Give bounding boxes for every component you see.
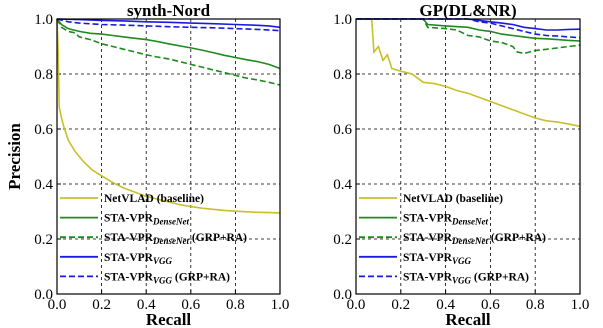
y-tick-label: 1.0 (34, 12, 53, 28)
y-axis-label: Precision (5, 123, 24, 190)
plot-synth-nord: 0.0 0.2 0.4 0.6 0.8 1.0 0.0 0.2 0.4 0.6 0.8 1.0 synt… (5, 1, 289, 328)
x-tick-label: 0.4 (137, 297, 156, 313)
legend-entry-0: NetVLAD (baseline) (403, 193, 503, 205)
x-tick-label: 0.2 (92, 297, 111, 313)
y-tick-label: 0.4 (34, 177, 53, 193)
y-tick-label: 0.2 (333, 232, 352, 248)
x-axis-label: Recall (146, 310, 192, 328)
chart-title: GP(DL&NR) (419, 1, 516, 20)
axes-frame (56, 18, 281, 295)
legend: NetVLAD (baseline) STA-VPRDenseNet STA-VPR… (60, 193, 247, 285)
y-tick-label: 0.0 (34, 287, 53, 303)
x-axis-label: Recall (445, 310, 491, 328)
series-line-2 (56, 18, 281, 86)
x-tick-label: 0.2 (391, 297, 410, 313)
y-tick-label: 0.4 (333, 177, 352, 193)
legend-entry-0: NetVLAD (baseline) (104, 193, 204, 205)
series-line-1 (56, 18, 281, 70)
y-tick-label: 0.2 (34, 232, 53, 248)
chart-title: synth-Nord (127, 1, 211, 20)
legend-entry-2: STA-VPRDenseNet (GRP+RA) (403, 232, 546, 246)
series-line-4 (356, 18, 581, 39)
x-tick-label: 0.0 (347, 297, 366, 313)
legend-entry-2: STA-VPRDenseNet (GRP+RA) (104, 232, 247, 246)
legend: NetVLAD (baseline) STA-VPRDenseNet STA-VPR… (359, 193, 546, 285)
series-line-0 (56, 18, 281, 214)
legend-entry-4: STA-VPRVGG (GRP+RA) (104, 271, 230, 285)
legend-entry-4: STA-VPRVGG (GRP+RA) (403, 271, 529, 285)
plot-gp-dl-nr: 0.0 0.2 0.4 0.6 0.8 1.0 0.0 0.2 0.4 0.6 0.8 1.0 GP(D… (333, 1, 589, 328)
x-tick-label: 1.0 (571, 297, 590, 313)
x-tick-label: 0.4 (436, 297, 455, 313)
x-tick-label: 0.6 (181, 297, 200, 313)
x-tick-label: 0.8 (526, 297, 545, 313)
x-tick-label: 0.0 (48, 297, 67, 313)
y-tick-label: 0.6 (34, 122, 53, 138)
series-line-3 (356, 18, 581, 31)
axes-frame (355, 18, 581, 295)
x-tick-label: 0.8 (226, 297, 245, 313)
y-tick-label: 0.8 (34, 67, 53, 83)
series-line-3 (56, 18, 281, 29)
y-tick-label: 1.0 (333, 12, 352, 28)
y-tick-label: 0.6 (333, 122, 352, 138)
legend-entry-1: STA-VPRDenseNet (104, 213, 189, 227)
legend-entry-1: STA-VPRDenseNet (403, 213, 488, 227)
series-line-1 (356, 18, 581, 42)
x-tick-label: 0.6 (481, 297, 500, 313)
legend-entry-3: STA-VPRVGG (104, 252, 172, 266)
legend-entry-3: STA-VPRVGG (403, 252, 471, 266)
series-line-4 (56, 18, 281, 32)
x-tick-label: 1.0 (271, 297, 290, 313)
series-line-0 (356, 18, 581, 128)
y-tick-label: 0.8 (333, 67, 352, 83)
y-tick-label: 0.0 (333, 287, 352, 303)
